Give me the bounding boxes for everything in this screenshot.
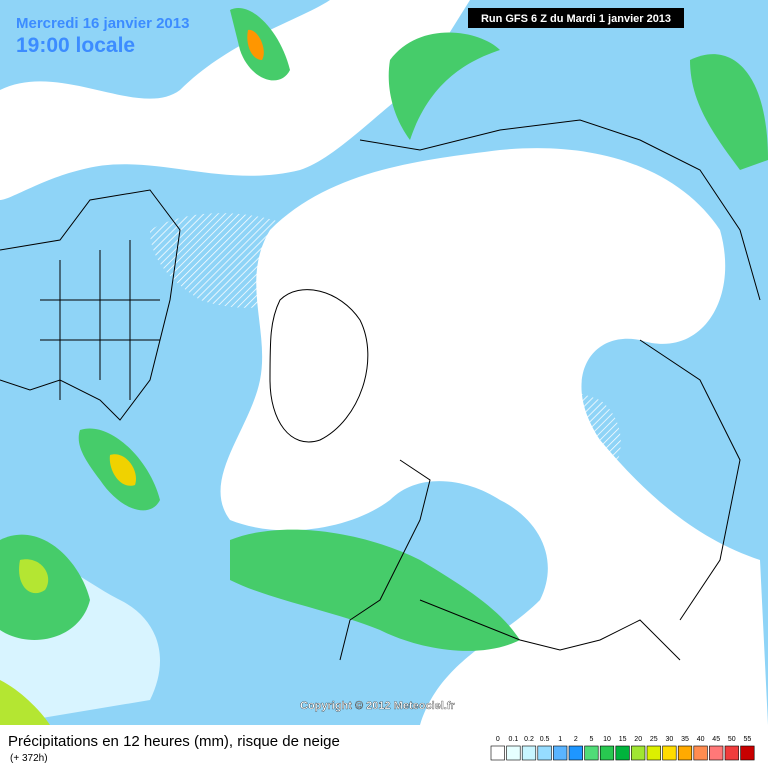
legend: 0 0.1 0.2 0.5 1 2 5 10 15 20 25 30 35 40 45 50 55 xyxy=(490,736,755,761)
dry-area xyxy=(0,0,470,200)
legend-label: 1 xyxy=(558,736,562,743)
legend-label: 10 xyxy=(603,736,611,743)
precip-area xyxy=(247,29,264,60)
time: 19:00 locale xyxy=(16,34,135,57)
legend-swatch xyxy=(584,745,599,761)
legend-label: 0.1 xyxy=(509,736,519,743)
legend-swatch xyxy=(740,745,755,761)
legend-swatch xyxy=(631,745,646,761)
legend-label: 35 xyxy=(681,736,689,743)
precip-area xyxy=(109,454,136,486)
legend-label: 45 xyxy=(712,736,720,743)
footer-lead: (+ 372h) xyxy=(10,753,48,764)
legend-label: 5 xyxy=(589,736,593,743)
precip-area xyxy=(230,529,520,651)
legend-label: 0.2 xyxy=(524,736,534,743)
legend-swatch xyxy=(662,745,677,761)
precip-area xyxy=(690,54,768,170)
legend-swatch xyxy=(709,745,724,761)
copyright: Copyright © 2012 Meteociel.fr xyxy=(300,700,456,712)
legend-swatch xyxy=(677,745,693,761)
precip-area xyxy=(19,559,49,594)
coastlines xyxy=(0,119,761,661)
legend-swatch xyxy=(553,745,568,761)
legend-swatch xyxy=(724,745,739,761)
legend-swatch xyxy=(693,745,708,761)
legend-swatch xyxy=(568,745,583,761)
legend-label: 0 xyxy=(496,736,500,743)
legend-swatch xyxy=(599,745,615,761)
snow-risk xyxy=(150,213,340,308)
legend-swatch xyxy=(490,745,505,761)
date: Mercredi 16 janvier 2013 xyxy=(16,15,189,32)
legend-label: 0.5 xyxy=(540,736,550,743)
precip-area xyxy=(0,680,50,725)
legend-label: 30 xyxy=(666,736,674,743)
legend-label: 40 xyxy=(697,736,705,743)
map: Copyright © 2012 Meteociel.fr xyxy=(0,0,768,726)
legend-swatch xyxy=(506,745,521,761)
legend-label: 15 xyxy=(619,736,627,743)
precip-area xyxy=(388,32,500,140)
header: Mercredi 16 janvier 2013 19:00 locale Ru… xyxy=(16,8,684,57)
footer: Précipitations en 12 heures (mm), risque… xyxy=(8,733,755,764)
legend-swatch xyxy=(521,745,537,761)
legend-label: 55 xyxy=(744,736,752,743)
snow-risk xyxy=(360,382,621,500)
legend-label: 50 xyxy=(728,736,736,743)
legend-label: 25 xyxy=(650,736,658,743)
legend-label: 20 xyxy=(634,736,642,743)
legend-swatch xyxy=(646,745,661,761)
legend-swatch xyxy=(615,745,630,761)
footer-title: Précipitations en 12 heures (mm), risque… xyxy=(8,733,340,750)
legend-swatch xyxy=(537,745,552,761)
legend-label: 2 xyxy=(574,736,578,743)
run-label: Run GFS 6 Z du Mardi 1 janvier 2013 xyxy=(481,13,671,25)
run-box xyxy=(468,8,684,28)
